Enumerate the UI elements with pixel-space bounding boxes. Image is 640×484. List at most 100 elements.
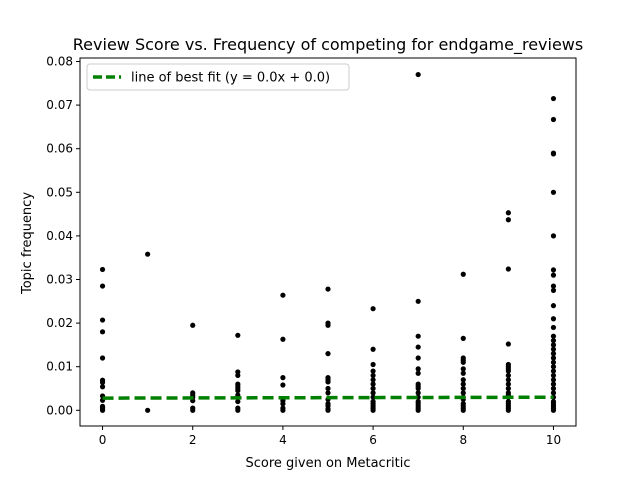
- scatter-point: [550, 233, 557, 239]
- scatter-point: [325, 320, 331, 326]
- legend-box: [86, 63, 350, 91]
- scatter-point: [370, 385, 376, 392]
- scatter-point: [505, 341, 511, 347]
- legend-label: line of best fit (y = 0.0x + 0.0): [131, 71, 330, 86]
- scatter-point: [280, 336, 286, 342]
- scatter-point: [325, 401, 331, 407]
- scatter-point: [505, 377, 511, 383]
- scatter-point: [370, 346, 376, 352]
- scatter-point: [460, 271, 466, 277]
- y-tick-label: 0.00: [46, 403, 73, 417]
- scatter-point: [370, 394, 376, 400]
- scatter-point: [505, 398, 511, 405]
- scatter-point: [235, 398, 241, 405]
- scatter-point: [190, 322, 196, 328]
- scatter-point: [505, 210, 511, 216]
- scatter-point: [325, 351, 331, 357]
- scatter-point: [415, 355, 421, 361]
- scatter-point: [99, 317, 106, 323]
- scatter-point: [550, 272, 557, 278]
- scatter-point: [415, 298, 421, 304]
- scatter-point: [370, 377, 376, 383]
- scatter-point: [550, 287, 557, 293]
- scatter-point: [280, 292, 286, 298]
- scatter-point: [550, 333, 557, 339]
- scatter-point: [325, 375, 331, 381]
- x-tick-label: 4: [279, 433, 287, 447]
- scatter-point: [505, 217, 511, 223]
- scatter-point: [280, 405, 286, 411]
- scatter-point: [550, 346, 557, 352]
- scatter-point: [370, 306, 376, 312]
- y-axis: 0.00 0.01 0.02 0.03 0.04 0.05 0.06 0.07 0.08: [46, 54, 80, 417]
- x-axis-label: Score given on Metacritic: [245, 456, 410, 471]
- scatter-point: [505, 390, 511, 396]
- scatter-point: [415, 366, 421, 372]
- chart-title: Review Score vs. Frequency of competing …: [73, 35, 583, 55]
- scatter-point: [99, 266, 106, 273]
- scatter-point: [415, 390, 421, 396]
- scatter-point: [505, 266, 511, 272]
- x-axis: 0 2 4 6 8 10: [99, 426, 561, 447]
- scatter-point: [550, 95, 557, 102]
- scatter-point: [235, 381, 241, 387]
- scatter-point: [190, 405, 196, 411]
- scatter-point: [415, 71, 421, 78]
- scatter-point: [550, 398, 557, 405]
- scatter-point: [550, 342, 557, 348]
- scatter-point: [99, 355, 106, 361]
- scatter-point: [550, 372, 557, 379]
- y-tick-label: 0.07: [46, 98, 73, 112]
- scatter-point: [325, 385, 331, 392]
- y-tick-label: 0.06: [46, 142, 73, 156]
- best-fit-line: [102, 395, 554, 400]
- scatter-point: [550, 303, 557, 309]
- scatter-point: [550, 385, 557, 392]
- scatter-point: [370, 398, 376, 405]
- scatter-point: [235, 369, 241, 375]
- scatter-point: [460, 335, 466, 341]
- scatter-point: [99, 403, 106, 409]
- scatter-point: [370, 390, 376, 396]
- scatter-point: [460, 355, 466, 361]
- scatter-point: [415, 370, 421, 376]
- scatter-point: [550, 364, 557, 370]
- scatter-point: [190, 390, 196, 396]
- scatter-point: [460, 390, 466, 396]
- scatter-point: [550, 324, 557, 331]
- scatter-point: [415, 398, 421, 405]
- scatter-point: [550, 381, 557, 387]
- scatter-point: [550, 316, 557, 322]
- scatter-point: [460, 370, 466, 376]
- axes-frame: [79, 57, 577, 427]
- chart-legend: line of best fit (y = 0.0x + 0.0): [86, 63, 350, 91]
- scatter-point: [145, 407, 151, 413]
- scatter-point: [460, 366, 466, 372]
- scatter-point: [550, 390, 557, 396]
- scatter-point: [325, 286, 331, 292]
- scatter-point: [505, 381, 511, 387]
- scatter-point: [415, 381, 421, 387]
- scatter-point: [505, 361, 511, 368]
- y-tick-label: 0.03: [46, 272, 73, 286]
- scatter-point: [415, 344, 421, 350]
- y-tick-label: 0.02: [46, 316, 73, 330]
- scatter-point: [99, 329, 106, 335]
- scatter-point: [280, 382, 286, 388]
- scatter-point: [415, 333, 421, 339]
- plot-area: [79, 57, 577, 427]
- y-tick-label: 0.08: [46, 54, 73, 68]
- scatter-point: [550, 351, 557, 357]
- scatter-point: [460, 381, 466, 387]
- scatter-point: [280, 375, 286, 381]
- y-axis-label: Topic frequency: [20, 192, 35, 295]
- scatter-point: [145, 251, 151, 257]
- y-tick-label: 0.01: [46, 360, 73, 374]
- scatter-point: [550, 337, 557, 344]
- scatter-point: [550, 359, 557, 365]
- scatter-point: [370, 361, 376, 368]
- scatter-point: [550, 355, 557, 361]
- x-tick-label: 10: [546, 433, 561, 447]
